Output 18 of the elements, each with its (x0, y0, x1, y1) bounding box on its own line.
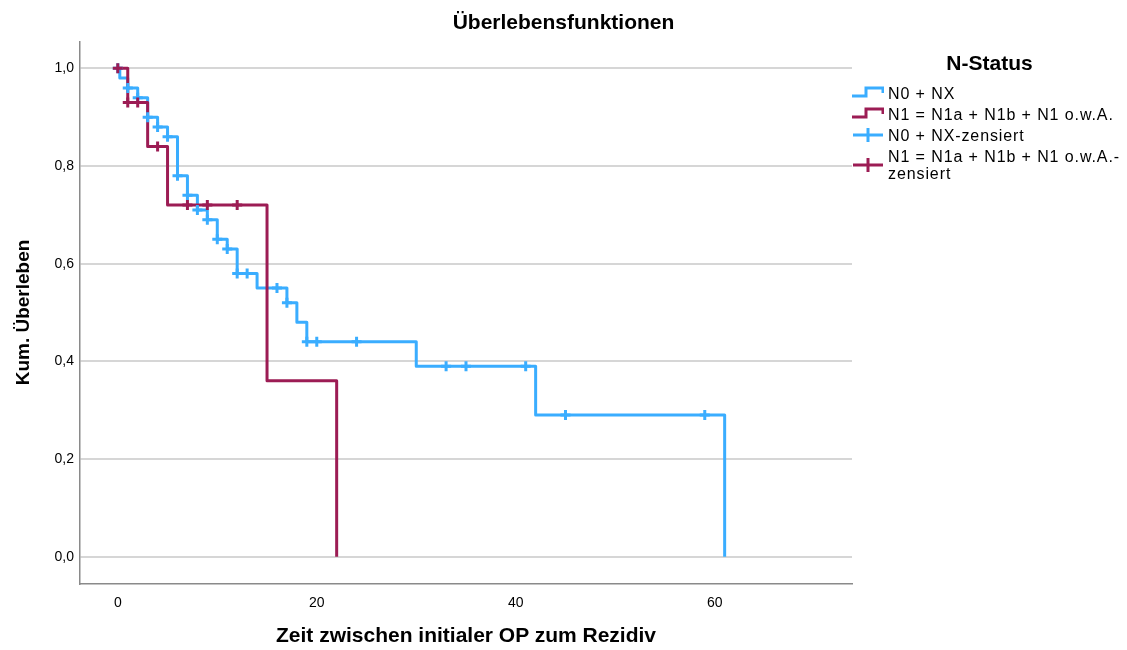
x-tick-label: 60 (706, 593, 723, 610)
y-tick-label: 1,0 (54, 59, 75, 76)
x-tick-label: 0 (113, 593, 122, 610)
x-axis-title: Zeit zwischen initialer OP zum Rezidiv (275, 623, 657, 647)
legend-label: N0 + NX-zensiert (888, 126, 1026, 144)
x-tick-label: 40 (507, 593, 524, 610)
legend-label: N1 = N1a + N1b + N1 o.w.A.-zensiert (888, 147, 1121, 182)
x-tick-label: 20 (308, 593, 325, 610)
legend-label: N1 = N1a + N1b + N1 o.w.A. (888, 105, 1115, 123)
y-axis-title: Kum. Überleben (11, 239, 33, 386)
y-tick-label: 0,0 (54, 547, 75, 564)
y-tick-label: 0,6 (54, 254, 75, 271)
y-tick-label: 0,4 (54, 352, 75, 369)
y-tick-label: 0,2 (54, 449, 75, 466)
y-tick-label: 0,8 (54, 156, 75, 173)
legend-title: N-Status (945, 49, 1034, 76)
legend-label: N0 + NX (888, 84, 957, 102)
chart-title: Überlebensfunktionen (451, 9, 676, 35)
